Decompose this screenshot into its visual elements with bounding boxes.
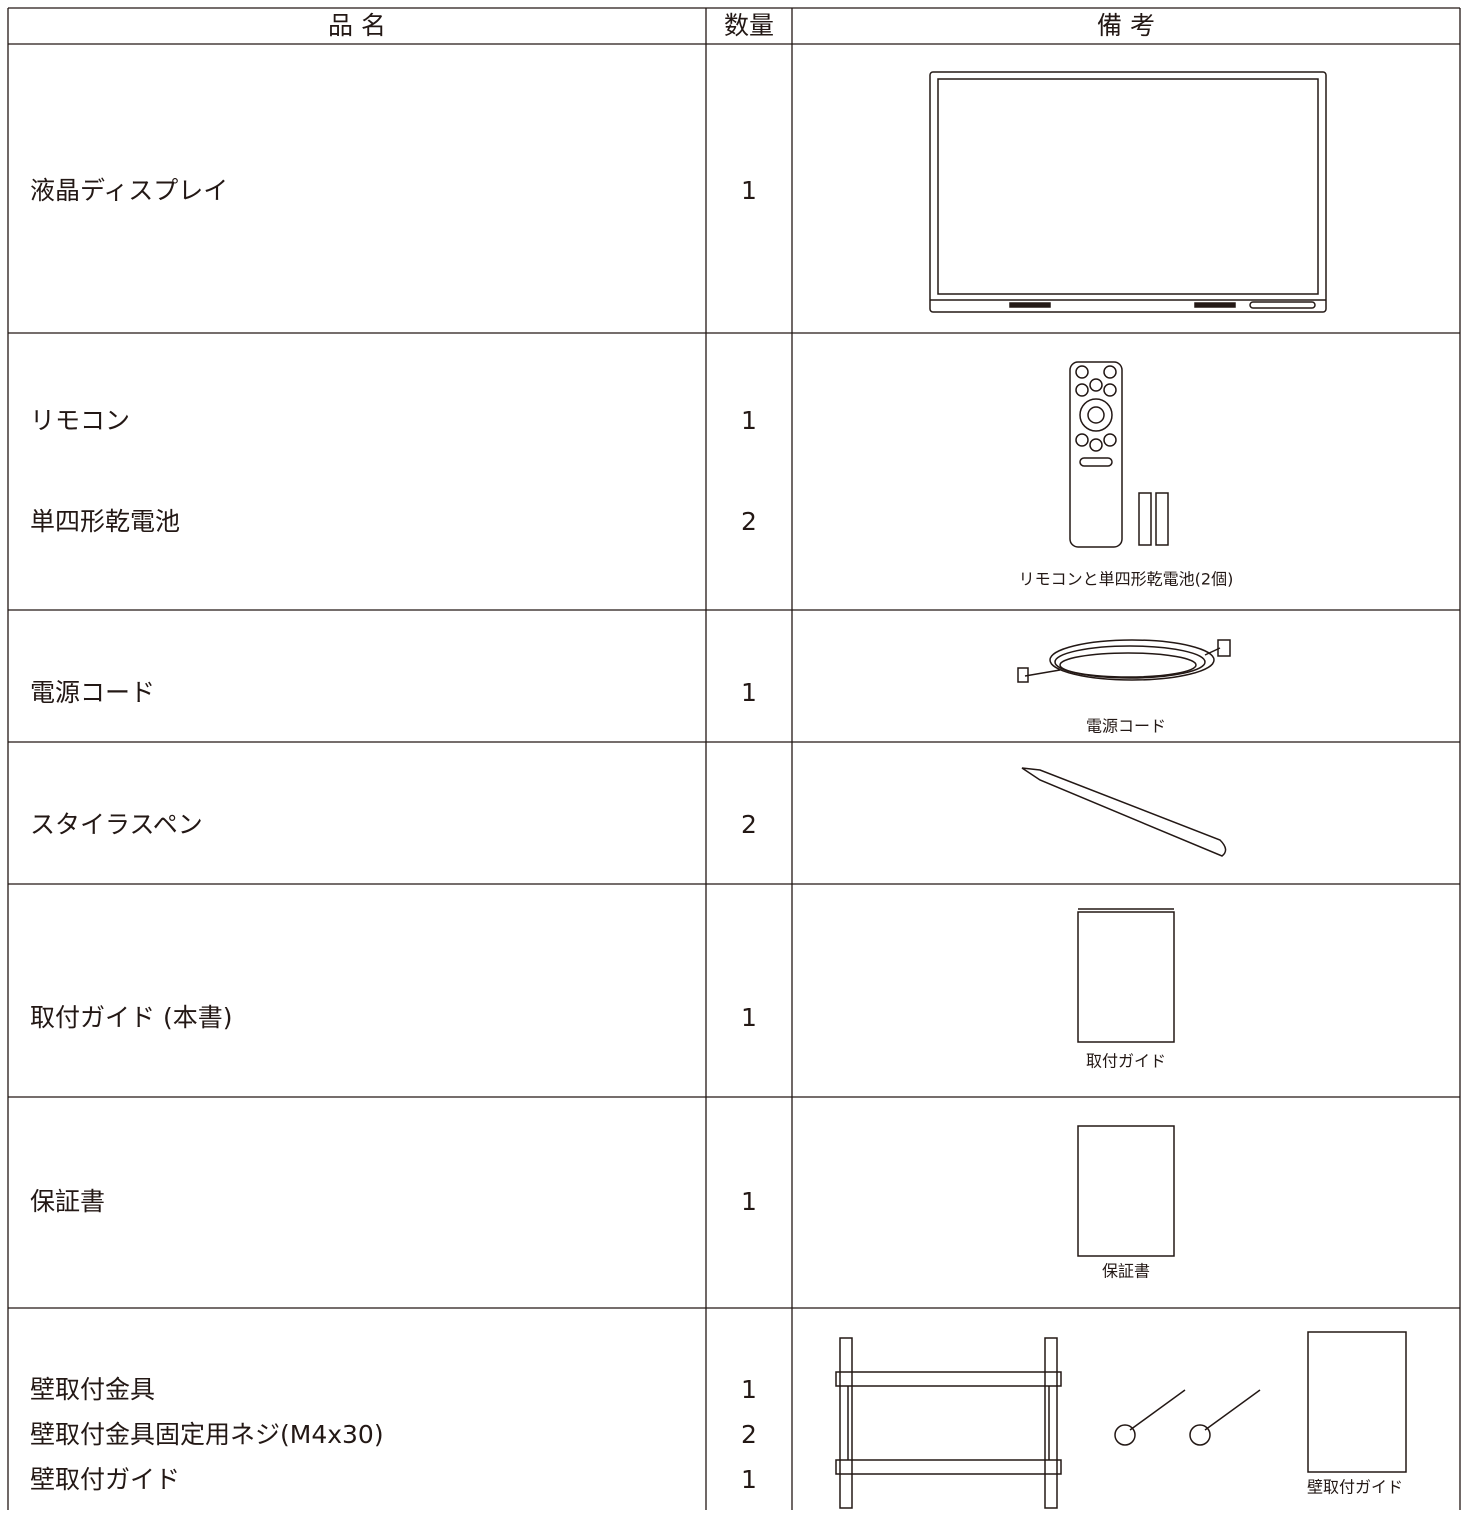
- illustration-caption: 電源コード: [1086, 717, 1166, 736]
- item-quantity: 2: [741, 810, 757, 839]
- header-cell: 数量: [724, 11, 774, 40]
- illustration-caption: 壁取付ガイド: [1307, 1478, 1403, 1497]
- warranty-illustration: [1077, 1125, 1175, 1257]
- item-name: スタイラスペン: [30, 810, 203, 839]
- item-name: 液晶ディスプレイ: [30, 176, 228, 205]
- item-quantity: 1: [741, 1465, 757, 1494]
- table-grid: [7, 7, 1461, 1510]
- item-quantity: 1: [741, 176, 757, 205]
- item-quantity: 1: [741, 1187, 757, 1216]
- item-quantity: 2: [741, 507, 757, 536]
- stylus-illustration: [1021, 767, 1227, 857]
- item-quantity: 2: [741, 1420, 757, 1449]
- item-name: リモコン: [30, 406, 130, 435]
- wall-bracket-illustration: [835, 1331, 1407, 1509]
- header-cell: 品 名: [328, 11, 386, 40]
- item-quantity: 1: [741, 678, 757, 707]
- remote-illustration: [1069, 361, 1169, 548]
- illustration-caption: 取付ガイド: [1086, 1052, 1166, 1071]
- item-name: 単四形乾電池: [30, 507, 180, 536]
- display-illustration: [929, 71, 1327, 313]
- item-quantity: 1: [741, 406, 757, 435]
- item-name: 保証書: [30, 1187, 105, 1216]
- item-name: 電源コード: [30, 678, 155, 707]
- guide-illustration: [1077, 908, 1175, 1043]
- item-name: 取付ガイド (本書): [30, 1003, 232, 1032]
- illustration-caption: リモコンと単四形乾電池(2個): [1019, 570, 1234, 589]
- header-cell: 備 考: [1097, 11, 1155, 40]
- item-name: 壁取付金具固定用ネジ(M4x30): [30, 1420, 384, 1449]
- item-name: 壁取付ガイド: [30, 1465, 180, 1494]
- power-cord-illustration: [1017, 639, 1231, 683]
- item-quantity: 1: [741, 1375, 757, 1404]
- illustration-caption: 保証書: [1102, 1262, 1150, 1281]
- item-quantity: 1: [741, 1003, 757, 1032]
- item-name: 壁取付金具: [30, 1375, 155, 1404]
